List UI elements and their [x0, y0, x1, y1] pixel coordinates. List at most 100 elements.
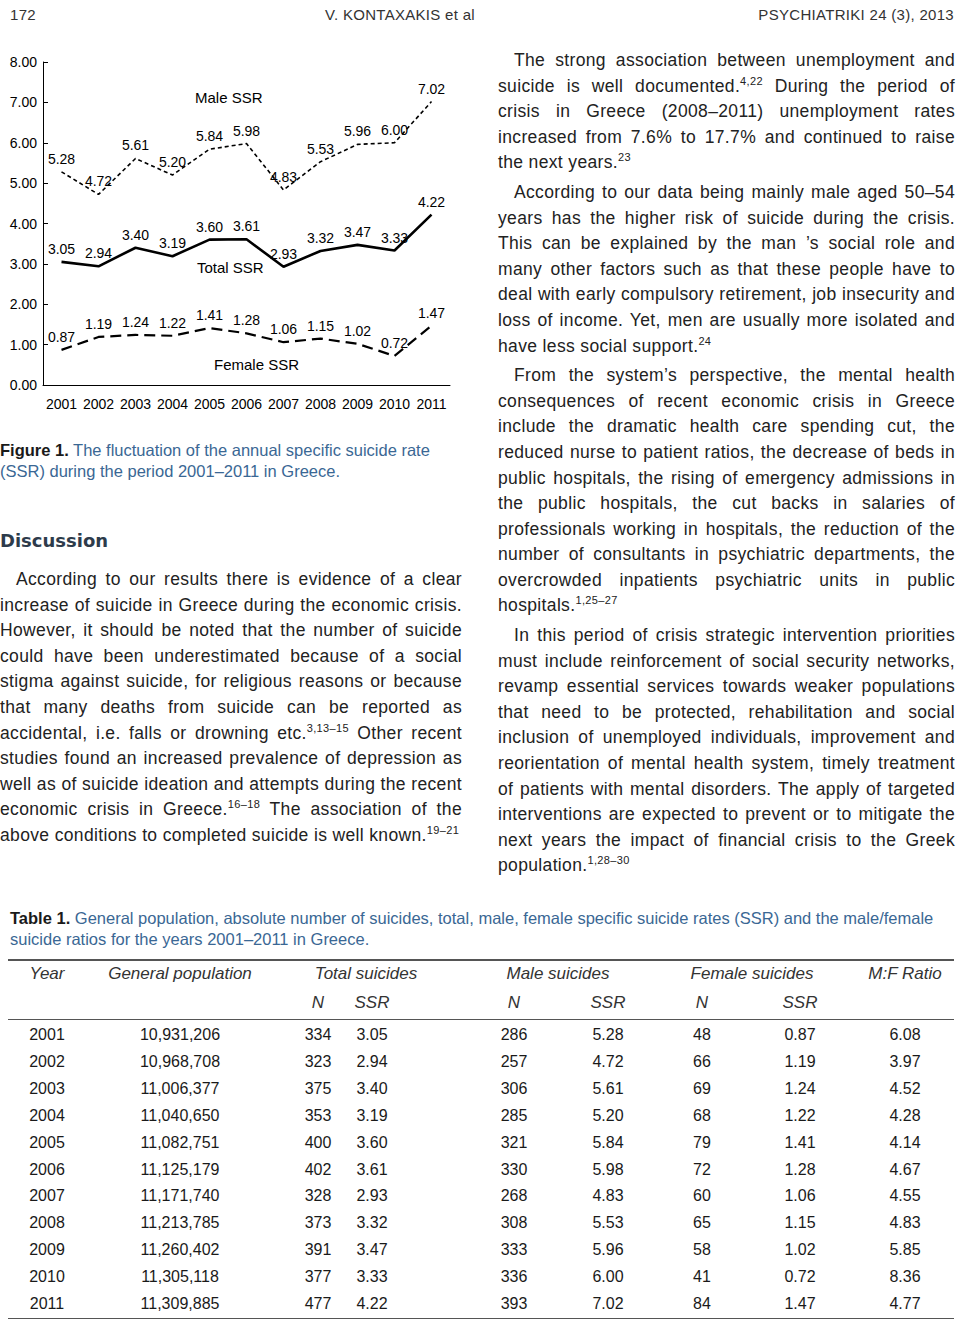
svg-text:8.00: 8.00	[10, 54, 37, 70]
svg-text:1.19: 1.19	[85, 316, 112, 332]
html-text:4.72: 4.72	[592, 1052, 624, 1070]
svg-text:3.05: 3.05	[48, 241, 75, 257]
svg-text:2011: 2011	[416, 396, 446, 412]
html-text:4.52: 4.52	[889, 1079, 921, 1097]
svg-text:4.83: 4.83	[270, 169, 297, 185]
svg-text:5.20: 5.20	[159, 154, 186, 170]
svg-text:Female SSR: Female SSR	[214, 356, 299, 373]
html-text:1.19: 1.19	[784, 1052, 816, 1070]
html-text:4.28: 4.28	[889, 1106, 921, 1124]
svg-text:0.87: 0.87	[48, 329, 75, 345]
svg-text:4.72: 4.72	[85, 173, 112, 189]
svg-text:2.94: 2.94	[85, 245, 112, 261]
html-text:SSR: SSR	[782, 993, 818, 1012]
html-text:1.22: 1.22	[784, 1106, 816, 1124]
svg-text:0.72: 0.72	[381, 335, 408, 351]
svg-text:1.22: 1.22	[159, 315, 186, 331]
svg-text:5.84: 5.84	[196, 128, 223, 144]
svg-text:2001: 2001	[46, 396, 77, 412]
html-text:11,006,377: 11,006,377	[140, 1079, 220, 1097]
html-text:Total suicides: Total suicides	[314, 964, 418, 983]
html-text:Figure 1. The fluctuation of t: Figure 1. The fluctuation of the annual …	[0, 441, 430, 480]
svg-text:4.22: 4.22	[418, 194, 445, 210]
html-text:General population: General population	[108, 964, 252, 983]
html-text:According to our data being ma: According to our data being mainly male …	[498, 182, 955, 356]
html-text:Table 1. General population, a: Table 1. General population, absolute nu…	[10, 909, 934, 948]
svg-text:2003: 2003	[120, 396, 151, 412]
svg-text:2010: 2010	[379, 396, 410, 412]
svg-text:5.53: 5.53	[307, 141, 334, 157]
html-text:Male suicides: Male suicides	[506, 964, 610, 983]
html-text:68: 68	[693, 1106, 711, 1124]
svg-text:5.96: 5.96	[344, 123, 371, 139]
html-text:5.61: 5.61	[592, 1079, 624, 1097]
html-text:In this period of crisis strat: In this period of crisis strategic inter…	[498, 625, 955, 876]
html-text:2004: 2004	[29, 1106, 65, 1124]
html-text:2.94: 2.94	[356, 1052, 388, 1070]
html-text:Year: Year	[29, 964, 65, 983]
svg-text:2004: 2004	[157, 396, 188, 412]
svg-text:3.32: 3.32	[307, 230, 334, 246]
html-text:According to our results there: According to our results there is eviden…	[0, 569, 462, 845]
html-text:257: 257	[500, 1052, 528, 1070]
svg-text:1.41: 1.41	[196, 307, 223, 323]
svg-text:2009: 2009	[342, 396, 373, 412]
svg-text:3.40: 3.40	[122, 227, 149, 243]
svg-text:3.33: 3.33	[381, 230, 408, 246]
html-text:Discussion: Discussion	[0, 530, 109, 551]
html-text:10,968,708: 10,968,708	[140, 1052, 220, 1070]
svg-text:0.00: 0.00	[10, 377, 37, 393]
svg-text:1.28: 1.28	[233, 312, 260, 328]
svg-text:5.00: 5.00	[10, 175, 37, 191]
svg-text:7.02: 7.02	[418, 81, 445, 97]
svg-text:2008: 2008	[305, 396, 336, 412]
svg-text:2007: 2007	[268, 396, 299, 412]
svg-text:6.00: 6.00	[381, 122, 408, 138]
html-text:11,040,650: 11,040,650	[140, 1106, 220, 1124]
svg-text:1.47: 1.47	[418, 305, 445, 321]
svg-text:5.61: 5.61	[122, 137, 149, 153]
html-text:3.19: 3.19	[356, 1106, 388, 1124]
svg-text:1.00: 1.00	[10, 337, 37, 353]
html-text:5.20: 5.20	[592, 1106, 624, 1124]
svg-text:7.00: 7.00	[10, 94, 37, 110]
svg-text:3.00: 3.00	[10, 256, 37, 272]
svg-text:1.02: 1.02	[344, 323, 371, 339]
svg-text:3.47: 3.47	[344, 224, 371, 240]
html-text:1.24: 1.24	[784, 1079, 816, 1097]
html-text:353: 353	[304, 1106, 332, 1124]
html-text:375: 375	[304, 1079, 332, 1097]
svg-text:3.60: 3.60	[196, 219, 223, 235]
svg-text:3.61: 3.61	[233, 218, 260, 234]
svg-text:5.28: 5.28	[48, 151, 75, 167]
svg-text:6.00: 6.00	[10, 135, 37, 151]
html-text:2003: 2003	[29, 1079, 65, 1097]
html-text:SSR: SSR	[354, 993, 390, 1012]
html-text:SSR: SSR	[590, 993, 626, 1012]
html-text:2002: 2002	[29, 1052, 65, 1070]
html-text:3.97: 3.97	[889, 1052, 921, 1070]
svg-text:1.06: 1.06	[270, 321, 297, 337]
svg-text:2.93: 2.93	[270, 246, 297, 262]
svg-text:3.19: 3.19	[159, 235, 186, 251]
html-text:306: 306	[500, 1079, 528, 1097]
svg-text:1.15: 1.15	[307, 318, 334, 334]
html-text:Female suicides: Female suicides	[690, 964, 814, 983]
html-text:323: 323	[304, 1052, 332, 1070]
svg-text:2006: 2006	[231, 396, 262, 412]
html-text:69: 69	[693, 1079, 711, 1097]
html-text:66: 66	[693, 1052, 711, 1070]
html-text:285: 285	[500, 1106, 528, 1124]
svg-text:2.00: 2.00	[10, 296, 37, 312]
html-text:M:F Ratio: M:F Ratio	[868, 964, 942, 983]
svg-text:1.24: 1.24	[122, 314, 149, 330]
html-text:3.40: 3.40	[356, 1079, 388, 1097]
html-text:The strong association between: The strong association between unemploym…	[498, 50, 955, 173]
svg-text:2002: 2002	[83, 396, 114, 412]
html-text:From the system’s perspective,: From the system’s perspective, the menta…	[498, 365, 955, 616]
svg-text:4.00: 4.00	[10, 216, 37, 232]
svg-text:2005: 2005	[194, 396, 225, 412]
svg-text:5.98: 5.98	[233, 123, 260, 139]
svg-text:Male SSR: Male SSR	[195, 89, 263, 106]
svg-text:Total SSR: Total SSR	[197, 259, 264, 276]
